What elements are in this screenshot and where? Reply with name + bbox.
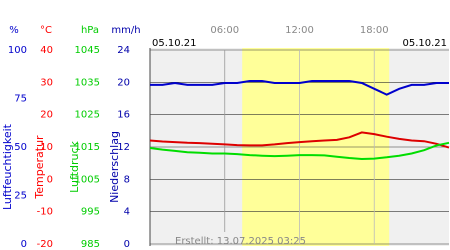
axis-unit: hPa <box>81 25 99 36</box>
date-left: 05.10.21 <box>152 38 197 49</box>
series-line <box>149 131 450 149</box>
y-tick-label: 1035 <box>75 77 100 88</box>
y-tick-label: 40 <box>40 45 53 56</box>
axis-name: Luftfeuchtigkeit <box>1 123 14 210</box>
y-tick-label: 1045 <box>75 45 100 56</box>
y-tick-label: 75 <box>14 94 27 105</box>
x-tick-label: 06:00 <box>210 25 239 36</box>
date-right: 05.10.21 <box>402 38 447 49</box>
created-stamp: Erstellt: 13.07.2025 03:25 <box>175 236 306 247</box>
axis-unit: °C <box>40 25 52 36</box>
y-tick-label: 0 <box>124 239 130 250</box>
axis-name: Niederschlag <box>108 131 121 203</box>
axis-name: Temperatur <box>33 135 46 200</box>
y-tick-label: 25 <box>14 191 27 202</box>
y-tick-label: 4 <box>124 207 130 218</box>
axis-unit: mm/h <box>111 25 140 36</box>
y-tick-label: 995 <box>81 207 100 218</box>
y-tick-label: 0 <box>21 239 27 250</box>
y-tick-label: 30 <box>40 77 53 88</box>
y-tick-label: 20 <box>40 110 53 121</box>
y-tick-label: 100 <box>8 45 27 56</box>
y-tick-label: 12 <box>117 142 130 153</box>
y-tick-label: 1005 <box>75 174 100 185</box>
x-tick-label: 18:00 <box>360 25 389 36</box>
y-tick-label: 50 <box>14 142 27 153</box>
y-tick-label: 10 <box>40 142 53 153</box>
y-tick-label: 24 <box>117 45 130 56</box>
y-tick-label: 8 <box>124 174 130 185</box>
axis-name: Luftdruck <box>68 140 81 192</box>
series-line <box>149 141 450 161</box>
y-tick-label: 1025 <box>75 110 100 121</box>
y-tick-label: 20 <box>117 77 130 88</box>
y-tick-label: 0 <box>47 174 53 185</box>
axis-unit: % <box>9 25 19 36</box>
series-line <box>150 80 449 96</box>
y-tick-label: 16 <box>117 110 130 121</box>
y-tick-label: 1015 <box>75 142 100 153</box>
y-tick-label: -20 <box>37 239 53 250</box>
x-tick-label: 12:00 <box>285 25 314 36</box>
y-tick-label: 985 <box>81 239 100 250</box>
y-tick-label: -10 <box>37 207 53 218</box>
